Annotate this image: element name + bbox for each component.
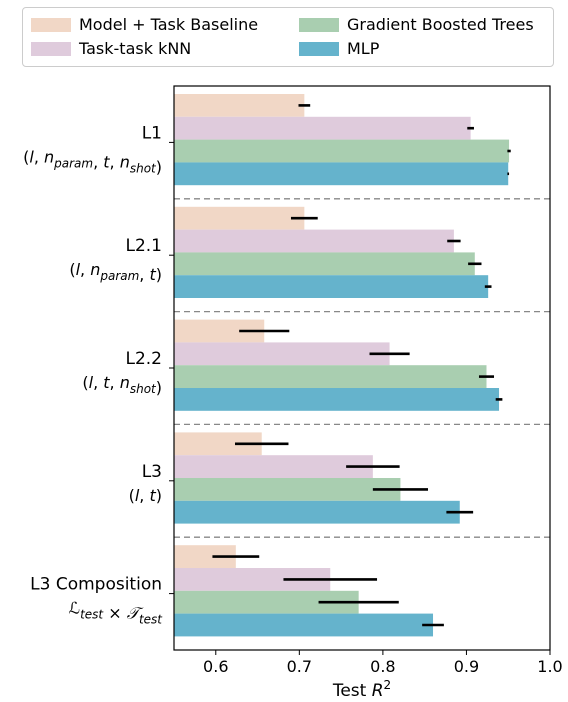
y-tick-label-l1: L1	[142, 123, 162, 143]
separators-layer	[174, 198, 550, 538]
bar-mlp-l1	[174, 162, 509, 186]
x-tick-label: 0.9	[454, 657, 479, 676]
bar-task-task-knn-l3-composition	[174, 568, 331, 591]
x-tick-label: 1.0	[537, 657, 562, 676]
bar-model-task-baseline-l1	[174, 94, 305, 117]
x-tick-label: 0.7	[287, 657, 312, 676]
legend-label-model-task-baseline: Model + Task Baseline	[79, 15, 259, 34]
x-axis-label: Test R2	[332, 678, 391, 701]
bars-layer	[174, 94, 510, 637]
legend-label-task-task-knn: Task-task kNN	[79, 39, 192, 58]
bar-mlp-l3	[174, 500, 460, 524]
bar-task-task-knn-l2-2	[174, 342, 390, 366]
bar-task-task-knn-l1	[174, 116, 471, 140]
x-axis-ticks: 0.6 0.7 0.8 0.9 1.0	[203, 650, 563, 676]
legend-swatch-gradient-boosted-trees	[299, 17, 339, 32]
legend-swatch-mlp	[299, 41, 339, 56]
bar-task-task-knn-l2-1	[174, 229, 454, 253]
error-bars-layer	[212, 104, 511, 627]
bar-gradient-boosted-trees-l2-1	[174, 252, 475, 276]
y-tick-label-l3: L3	[142, 462, 162, 482]
bar-model-task-baseline-l3-composition	[174, 545, 236, 568]
y-tick-sublabel-l2-1: (l, nparam, t)	[69, 260, 162, 284]
bar-gradient-boosted-trees-l1	[174, 139, 510, 163]
legend: Model + Task Baseline Task-task kNN Grad…	[22, 7, 554, 67]
x-tick-label: 0.8	[370, 657, 395, 676]
y-tick-sublabel-l3: (l, t)	[129, 486, 162, 505]
y-tick-sublabel-l2-2: (l, t, nshot)	[82, 373, 162, 397]
x-tick-label: 0.6	[203, 657, 228, 676]
legend-item-model-task-baseline: Model + Task Baseline	[31, 15, 258, 34]
legend-item-task-task-knn: Task-task kNN	[31, 39, 191, 58]
bar-mlp-l2-1	[174, 275, 489, 298]
y-tick-sublabel-l1: (l, nparam, t, nshot)	[23, 147, 162, 176]
bar-mlp-l3-composition	[174, 613, 434, 637]
legend-swatch-task-task-knn	[31, 41, 71, 56]
bar-gradient-boosted-trees-l3-composition	[174, 590, 359, 614]
bar-model-task-baseline-l3	[174, 432, 262, 456]
legend-label-gradient-boosted-trees: Gradient Boosted Trees	[347, 15, 534, 34]
bar-model-task-baseline-l2-1	[174, 206, 305, 230]
legend-item-gradient-boosted-trees: Gradient Boosted Trees	[299, 15, 534, 34]
bar-gradient-boosted-trees-l2-2	[174, 365, 487, 388]
y-tick-label-l2-1: L2.1	[125, 236, 162, 256]
bar-task-task-knn-l3	[174, 455, 373, 478]
y-tick-label-l3-composition: L3 Composition	[30, 575, 162, 595]
bar-mlp-l2-2	[174, 388, 500, 411]
legend-item-mlp: MLP	[299, 39, 379, 58]
bar-model-task-baseline-l2-2	[174, 319, 265, 343]
legend-label-mlp: MLP	[347, 39, 380, 58]
y-tick-label-l2-2: L2.2	[125, 349, 162, 369]
bar-gradient-boosted-trees-l3	[174, 478, 401, 501]
y-tick-sublabel-l3-composition: ℒtest × 𝒯test	[69, 599, 164, 627]
legend-swatch-model-task-baseline	[31, 17, 71, 32]
y-axis-ticks: L1 (l, nparam, t, nshot) L2.1 (l, nparam, t…	[23, 123, 174, 627]
